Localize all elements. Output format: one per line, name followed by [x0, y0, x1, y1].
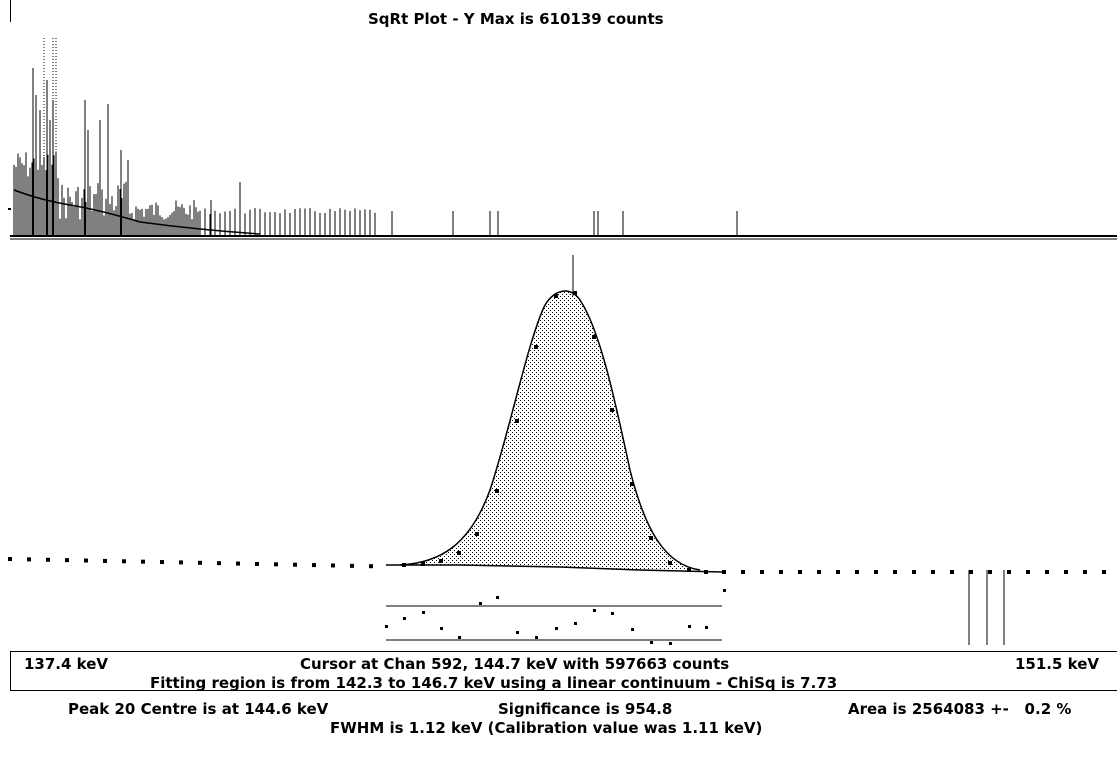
continuum-point	[65, 558, 69, 563]
continuum-point	[103, 558, 107, 563]
status-panel-frame	[10, 651, 1117, 691]
continuum-point	[1064, 570, 1068, 574]
continuum-point	[293, 562, 297, 567]
continuum-point	[760, 570, 764, 574]
data-point	[534, 345, 538, 349]
residual-point	[669, 642, 672, 645]
data-point	[592, 335, 596, 339]
residual-point	[516, 631, 519, 634]
significance-text: Significance is 954.8	[498, 700, 673, 718]
overview-continuum	[13, 189, 261, 235]
overview-left-tick	[8, 208, 11, 210]
fwhm-text: FWHM is 1.12 keV (Calibration value was …	[330, 719, 763, 737]
cursor-readout: Cursor at Chan 592, 144.7 keV with 59766…	[300, 655, 730, 673]
area-text: Area is 2564083 +- 0.2 %	[848, 700, 1072, 718]
continuum-point	[779, 570, 783, 574]
overview-spectrum[interactable]	[8, 38, 1117, 240]
residual-point	[385, 625, 388, 628]
continuum-point	[798, 570, 802, 574]
data-point	[439, 559, 443, 563]
residual-point	[688, 625, 691, 628]
data-point	[687, 568, 691, 572]
residual-point	[611, 612, 614, 615]
continuum-point	[217, 561, 221, 566]
residual-point	[555, 627, 558, 630]
continuum-point	[722, 570, 726, 574]
peak-centre-text: Peak 20 Centre is at 144.6 keV	[68, 700, 329, 718]
residual-point	[705, 626, 708, 629]
residual-point	[496, 596, 499, 599]
data-point	[402, 563, 406, 567]
continuum-point	[969, 570, 973, 574]
residual-point	[650, 641, 653, 644]
continuum-point	[912, 570, 916, 574]
continuum-point	[141, 559, 145, 564]
residual-point	[479, 602, 482, 605]
fitted-peak-curve	[399, 290, 701, 571]
residual-point	[440, 627, 443, 630]
residual-point	[422, 611, 425, 614]
residual-point	[593, 609, 596, 612]
continuum-point	[1007, 570, 1011, 574]
continuum-point	[122, 559, 126, 564]
data-point	[457, 551, 461, 555]
residual-point	[403, 617, 406, 620]
continuum-point	[46, 557, 50, 562]
data-point	[610, 408, 614, 412]
spectrum-plot[interactable]	[0, 0, 1117, 650]
continuum-point	[893, 570, 897, 574]
continuum-point	[855, 570, 859, 574]
data-point	[573, 291, 577, 295]
data-point	[554, 294, 558, 298]
overview-title: SqRt Plot - Y Max is 610139 counts	[368, 10, 664, 28]
data-point	[515, 419, 519, 423]
data-point	[649, 536, 653, 540]
residual-point	[535, 636, 538, 639]
continuum-point	[1045, 570, 1049, 574]
continuum-point	[931, 570, 935, 574]
overview-frame-left-edge	[10, 0, 11, 22]
residuals-panel	[385, 589, 726, 645]
continuum-point	[817, 570, 821, 574]
continuum-point	[1083, 570, 1087, 574]
fitting-region-text: Fitting region is from 142.3 to 146.7 ke…	[150, 674, 838, 692]
residual-point	[723, 589, 726, 592]
continuum-point	[836, 570, 840, 574]
continuum-point	[160, 560, 164, 565]
continuum-point	[236, 561, 240, 566]
residual-point	[631, 628, 634, 631]
data-point	[630, 482, 634, 486]
continuum-point	[8, 557, 12, 561]
fitted-peak-area	[400, 291, 700, 570]
data-point	[704, 570, 708, 574]
residual-point	[574, 622, 577, 625]
continuum-point	[198, 560, 202, 565]
continuum-point	[1026, 570, 1030, 574]
continuum-point	[274, 562, 278, 567]
continuum-point	[1102, 570, 1106, 574]
continuum-point	[331, 563, 335, 568]
data-point	[421, 562, 425, 566]
data-point	[495, 489, 499, 493]
peak-fit-view[interactable]	[8, 255, 1106, 645]
continuum-point	[255, 561, 259, 566]
continuum-point	[369, 564, 373, 569]
residual-point	[458, 636, 461, 639]
continuum-point	[874, 570, 878, 574]
continuum-point	[312, 563, 316, 568]
right-energy-label: 151.5 keV	[1015, 655, 1100, 673]
continuum-point	[350, 563, 354, 568]
continuum-point	[27, 557, 31, 562]
continuum-point	[84, 558, 88, 563]
continuum-point	[950, 570, 954, 574]
continuum-point	[741, 570, 745, 574]
left-energy-label: 137.4 keV	[24, 655, 109, 673]
data-point	[668, 561, 672, 565]
data-point	[475, 532, 479, 536]
continuum-point	[988, 570, 992, 574]
continuum-point	[179, 560, 183, 565]
